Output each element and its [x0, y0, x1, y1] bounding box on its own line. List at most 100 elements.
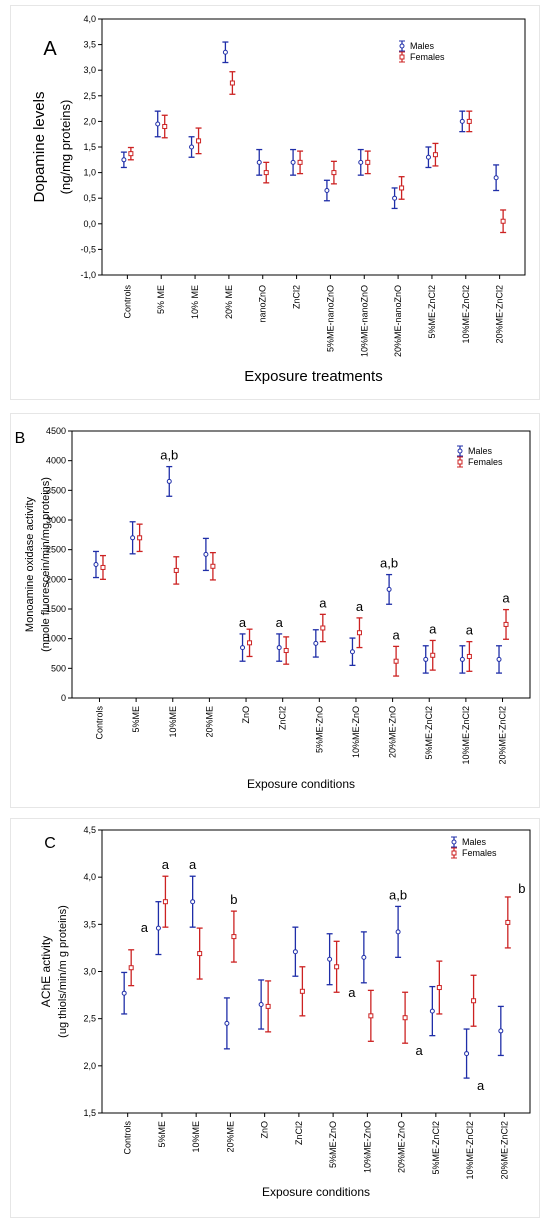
data-point-female [265, 1003, 271, 1009]
data-point-male [425, 154, 431, 160]
y-tick-label: 2,0 [83, 116, 96, 126]
data-point-female [210, 563, 216, 569]
data-point-male [392, 195, 398, 201]
data-point-male [423, 656, 429, 662]
x-tick-label: 10%ME-ZnO [362, 1121, 372, 1173]
data-point-female [503, 621, 509, 627]
data-point-female [436, 985, 442, 991]
y-tick-label: -0,5 [80, 244, 96, 254]
data-point-male [121, 157, 127, 163]
data-point-female [162, 124, 168, 130]
x-tick-label: 20%ME-ZnCl2 [499, 1121, 509, 1180]
significance-label: a [477, 1078, 485, 1093]
y-tick-label: 4,5 [83, 825, 96, 835]
y-tick-label: 500 [51, 663, 66, 673]
x-tick-label: 5%ME [157, 1121, 167, 1148]
data-point-male [395, 929, 401, 935]
data-point-male [121, 990, 127, 996]
data-point-male [292, 949, 298, 955]
significance-label: a [276, 615, 284, 630]
data-point-male [290, 159, 296, 165]
x-tick-label: 10%ME [191, 1121, 201, 1153]
data-point-male [155, 121, 161, 127]
x-tick-label: 20%ME [225, 1121, 235, 1153]
data-point-male [190, 899, 196, 905]
x-tick-label: Controls [122, 285, 132, 319]
significance-label: a,b [380, 556, 398, 571]
mao-chart: 0 500 1000 1500 2000 2500 3000 3500 4000 4500 Cont… [10, 413, 540, 808]
y-tick-label: 3,5 [83, 919, 96, 929]
x-tick-label: 5%ME-ZnCl2 [431, 1121, 441, 1175]
y-tick-label: 3,0 [83, 967, 96, 977]
y-tick-label: 1,0 [83, 168, 96, 178]
data-point-male [493, 175, 499, 181]
data-point-female [466, 118, 472, 124]
data-point-female [197, 951, 203, 957]
x-tick-label: ZnCl2 [294, 1121, 304, 1145]
significance-label: a [239, 615, 247, 630]
y-axis-title: (nmole fluorescein/min/mg proteins) [40, 477, 52, 652]
significance-label: a [141, 920, 149, 935]
chart-panel-b: 0 500 1000 1500 2000 2500 3000 3500 4000 4500 Cont… [10, 413, 540, 808]
significance-label: a [429, 621, 437, 636]
chart-panel-c: 1,5 2,0 2,5 3,0 3,5 4,0 4,5 Controls 5%ME 10%ME 20… [10, 818, 540, 1218]
y-tick-label: 1500 [46, 604, 66, 614]
y-tick-label: 2500 [46, 545, 66, 555]
data-point-male [224, 1020, 230, 1026]
y-tick-label: 4,0 [83, 14, 96, 24]
data-point-male [258, 1002, 264, 1008]
data-point-female [299, 988, 305, 994]
y-axis-title: Monoamine oxidase activity [24, 496, 36, 632]
data-point-male [358, 159, 364, 165]
data-point-male [361, 954, 367, 960]
x-axis-title: Exposure conditions [262, 1185, 370, 1199]
data-point-female [334, 964, 340, 970]
data-point-female [331, 170, 337, 176]
dopamine-chart: -1,0 -0,5 0,0 0,5 1,0 1,5 2,0 2,5 3,0 3,5 4,0 Contr… [10, 5, 540, 400]
y-tick-label: 4,0 [83, 872, 96, 882]
data-point-female [263, 170, 269, 176]
y-tick-label: 2,0 [83, 1061, 96, 1071]
data-point-female [471, 998, 477, 1004]
data-point-female [162, 899, 168, 905]
data-point-male [166, 478, 172, 484]
x-tick-label: 10%ME-ZnO [351, 706, 361, 758]
data-point-female [231, 934, 237, 940]
significance-label: a [502, 591, 510, 606]
y-tick-label: 1,5 [83, 1108, 96, 1118]
data-point-female [365, 159, 371, 165]
y-tick-label: 3,5 [83, 40, 96, 50]
x-tick-label: 10% ME [190, 285, 200, 319]
legend-marker-female [451, 850, 457, 856]
data-point-male [327, 956, 333, 962]
legend-label: Males [410, 41, 435, 51]
legend-marker-female [399, 54, 405, 60]
x-tick-label: 20%ME-ZnCl2 [498, 706, 508, 765]
data-point-male [459, 118, 465, 124]
y-tick-label: 1000 [46, 634, 66, 644]
x-tick-label: 5%ME [131, 706, 141, 733]
x-tick-label: 5%ME-nanoZnO [325, 285, 335, 352]
data-point-female [432, 152, 438, 158]
panel-border [10, 818, 540, 1218]
x-tick-label: ZnCl2 [278, 706, 288, 730]
x-tick-label: 20%ME-ZnO [397, 1121, 407, 1173]
panel-border [10, 5, 540, 400]
x-tick-label: 10%ME-ZnCl2 [461, 706, 471, 765]
y-tick-label: 4000 [46, 456, 66, 466]
x-tick-label: Controls [123, 1121, 133, 1155]
x-tick-label: 20%ME-ZnCl2 [495, 285, 505, 344]
x-tick-label: ZnO [260, 1121, 270, 1139]
legend-marker-male [457, 448, 463, 454]
data-point-male [349, 649, 355, 655]
data-point-female [402, 1015, 408, 1021]
y-tick-label: 1,5 [83, 142, 96, 152]
data-point-female [173, 567, 179, 573]
data-point-female [297, 159, 303, 165]
y-tick-label: 2,5 [83, 91, 96, 101]
significance-label: a [348, 985, 356, 1000]
x-tick-label: 5% ME [156, 285, 166, 314]
panel-border [10, 413, 540, 808]
